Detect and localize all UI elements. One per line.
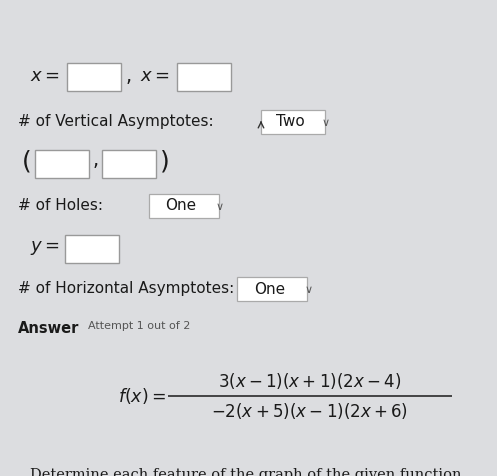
Text: # of Holes:: # of Holes:	[18, 198, 103, 213]
FancyBboxPatch shape	[177, 63, 231, 91]
Text: $f(x)=$: $f(x)=$	[118, 386, 166, 406]
Text: ): )	[160, 149, 170, 173]
Text: ∨: ∨	[216, 202, 224, 212]
Text: $3(x-1)(x+1)(2x-4)$: $3(x-1)(x+1)(2x-4)$	[219, 371, 402, 391]
Text: # of Horizontal Asymptotes:: # of Horizontal Asymptotes:	[18, 281, 234, 296]
Text: One: One	[165, 198, 196, 214]
Text: Two: Two	[276, 115, 305, 129]
Text: (: (	[22, 149, 32, 173]
Text: One: One	[254, 281, 285, 297]
Text: Determine each feature of the graph of the given function.: Determine each feature of the graph of t…	[30, 468, 466, 476]
Text: $y =$: $y =$	[30, 239, 60, 257]
FancyBboxPatch shape	[35, 150, 89, 178]
FancyBboxPatch shape	[261, 110, 325, 134]
Text: $x =$: $x =$	[140, 67, 170, 85]
Text: ,: ,	[93, 151, 99, 170]
Text: Attempt 1 out of 2: Attempt 1 out of 2	[88, 321, 190, 331]
FancyBboxPatch shape	[102, 150, 156, 178]
Text: ∨: ∨	[305, 285, 313, 295]
Text: $-2(x+5)(x-1)(2x+6)$: $-2(x+5)(x-1)(2x+6)$	[211, 401, 409, 421]
Text: ∨: ∨	[322, 118, 330, 128]
Text: # of Vertical Asymptotes:: # of Vertical Asymptotes:	[18, 114, 214, 129]
Text: $x =$: $x =$	[30, 67, 60, 85]
Text: Answer: Answer	[18, 321, 80, 336]
FancyBboxPatch shape	[65, 235, 119, 263]
FancyBboxPatch shape	[149, 194, 219, 218]
FancyBboxPatch shape	[237, 277, 307, 301]
Text: ,: ,	[126, 67, 132, 86]
FancyBboxPatch shape	[67, 63, 121, 91]
